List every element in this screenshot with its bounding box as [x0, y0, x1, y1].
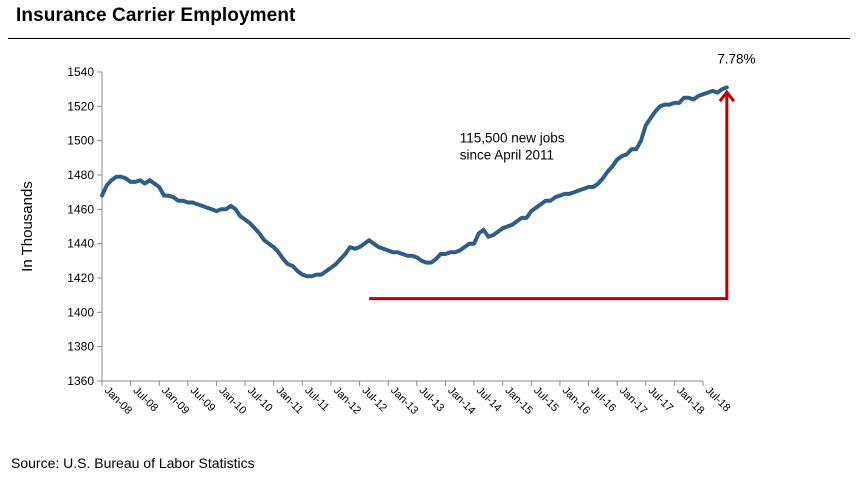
- y-tick-label: 1540: [67, 65, 94, 79]
- x-tick-label: Jul-14: [474, 385, 504, 415]
- chart-title: Insurance Carrier Employment: [16, 5, 296, 26]
- y-tick-label: 1520: [67, 99, 94, 113]
- source-note: Source: U.S. Bureau of Labor Statistics: [11, 455, 255, 471]
- x-tick-label: Jan-11: [274, 385, 306, 417]
- x-tick-label: Jan-10: [216, 385, 248, 417]
- x-tick-label: Jul-09: [188, 385, 218, 415]
- annotation-text: since April 2011: [460, 148, 554, 163]
- y-tick-label: 1400: [67, 305, 94, 319]
- y-tick-label: 1420: [67, 271, 94, 285]
- x-tick-label: Jul-18: [703, 385, 733, 415]
- x-tick-label: Jan-16: [560, 385, 592, 417]
- y-tick-label: 1460: [67, 202, 94, 216]
- y-tick-label: 1380: [67, 340, 94, 354]
- x-tick-label: Jul-12: [359, 385, 389, 415]
- x-tick-label: Jan-14: [445, 385, 477, 417]
- x-tick-label: Jan-18: [674, 385, 706, 417]
- x-tick-label: Jul-13: [417, 385, 447, 415]
- x-tick-label: Jan-17: [617, 385, 649, 417]
- x-tick-label: Jul-15: [531, 385, 561, 415]
- y-axis-title: In Thousands: [19, 181, 36, 272]
- annotation-text: 115,500 new jobs: [460, 130, 565, 145]
- growth-percent-label: 7.78%: [717, 51, 755, 66]
- y-tick-label: 1500: [67, 134, 94, 148]
- series-line-0: [100, 85, 729, 279]
- x-tick-label: Jul-17: [646, 385, 676, 415]
- x-tick-label: Jul-16: [588, 385, 618, 415]
- arrow-head: [718, 89, 736, 103]
- title-divider: [8, 38, 850, 39]
- y-tick-label: 1440: [67, 237, 94, 251]
- x-tick-label: Jan-08: [102, 385, 134, 417]
- y-tick-label: 1360: [67, 374, 94, 388]
- x-tick-label: Jul-11: [302, 385, 331, 414]
- x-tick-label: Jan-09: [159, 385, 191, 417]
- x-tick-label: Jan-12: [331, 385, 363, 417]
- x-tick-label: Jul-10: [245, 385, 275, 415]
- x-tick-label: Jan-13: [388, 385, 420, 417]
- y-tick-label: 1480: [67, 168, 94, 182]
- x-tick-label: Jan-15: [503, 385, 535, 417]
- x-tick-label: Jul-08: [130, 385, 160, 415]
